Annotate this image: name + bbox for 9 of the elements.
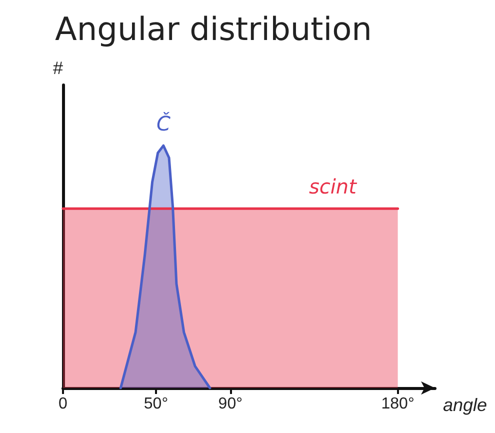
chart-title: Angular distribution (55, 10, 372, 48)
x-tick-label: 180° (381, 396, 414, 412)
x-tick-label: 50° (144, 396, 168, 412)
series-label: scint (308, 174, 358, 199)
y-axis-title: # (52, 58, 63, 78)
series-label: Č (156, 112, 170, 136)
x-tick-label: 0 (58, 396, 68, 412)
x-tick-label: 90° (218, 396, 242, 412)
x-axis-title: angle (443, 395, 488, 415)
